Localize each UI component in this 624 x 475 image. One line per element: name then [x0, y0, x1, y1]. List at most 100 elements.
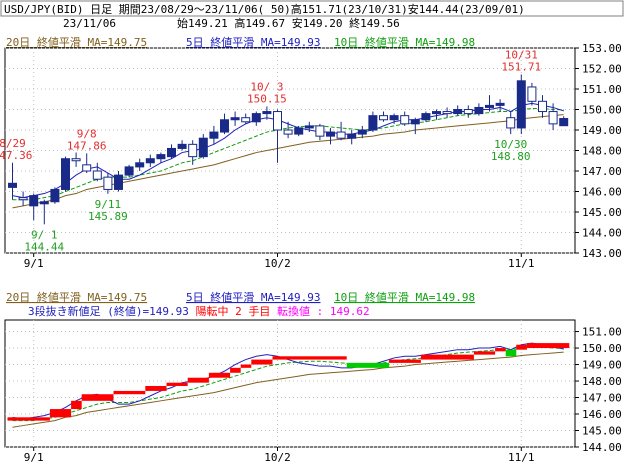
x-tick-label: 9/1: [24, 451, 44, 464]
brick-up: [420, 354, 474, 360]
annotation-value: 151.71: [501, 60, 541, 73]
y-tick-label: 144.00: [582, 441, 622, 454]
y-tick-label: 145.00: [582, 206, 622, 219]
annotation-date: 10/31: [505, 48, 538, 61]
legend-entry: 10日 終値平滑 MA=149.98: [334, 290, 475, 304]
candle-up: [177, 143, 187, 149]
candle-down: [538, 100, 547, 113]
annotation-date: 9/8: [77, 127, 97, 140]
candle-down: [92, 170, 102, 180]
candle-up: [495, 102, 505, 106]
annotation-date: 10/ 3: [250, 80, 283, 93]
legend-entry: 5日 終値平滑 MA=149.93: [186, 35, 320, 49]
candle-down: [442, 111, 452, 115]
bottom-x-axis: 9/1 10/2 11/1: [24, 447, 535, 464]
y-tick-label: 149.00: [582, 359, 622, 372]
legend-entry: 20日 終値平滑 MA=149.75: [6, 35, 147, 49]
three-line-break-subtitle: 3段抜き新値足 (終値)=149.93 陽転中 2 手目 転換値 : 149.6…: [28, 304, 370, 318]
y-tick-label: 146.00: [582, 408, 622, 421]
brick-up: [145, 385, 167, 391]
brick-up: [473, 351, 496, 355]
candle-up: [368, 115, 378, 131]
bottom-legend: 20日 終値平滑 MA=149.75 5日 終値平滑 MA=149.93 10日 終…: [6, 290, 475, 304]
brick-up: [240, 364, 252, 368]
bottom-y-axis: 151.00 150.00 149.00 148.00 147.00 146.00 145.…: [575, 326, 622, 454]
header-ohlc: 始149.21 高149.67 安149.20 終149.56: [177, 16, 400, 30]
candle-up: [347, 133, 357, 139]
brick-up: [113, 390, 146, 395]
x-tick-label: 9/1: [24, 257, 44, 270]
brick-up: [526, 343, 570, 349]
candle-up: [114, 174, 123, 190]
brick-down: [505, 349, 517, 357]
candle-down: [71, 158, 81, 162]
annotation-date: 8/29: [0, 137, 26, 150]
brick-up: [208, 372, 231, 378]
legend-entry: 20日 終値平滑 MA=149.75: [6, 290, 147, 304]
candle-up: [421, 113, 431, 121]
y-tick-label: 148.00: [582, 145, 622, 158]
candle-up: [39, 201, 49, 205]
brick-up: [251, 359, 273, 365]
y-tick-label: 149.00: [582, 124, 622, 137]
candle-up: [294, 127, 304, 135]
candle-up: [326, 131, 335, 137]
y-tick-label: 151.00: [582, 326, 622, 339]
legend-entry: 10日 終値平滑 MA=149.98: [334, 35, 475, 49]
brick-up: [389, 359, 421, 363]
y-tick-label: 150.00: [582, 342, 622, 355]
candle-down: [336, 131, 346, 139]
subtitle-part: 3段抜き新値足 (終値)=149.93: [28, 304, 195, 318]
candle-up: [262, 111, 272, 115]
candle-up: [357, 129, 367, 135]
header-bar: [0, 0, 624, 17]
brick-up: [187, 377, 209, 383]
candle-down: [188, 143, 198, 158]
subtitle-part: 2 手目: [228, 304, 277, 318]
candle-down: [241, 117, 251, 123]
candle-up: [167, 147, 176, 158]
candle-up: [474, 106, 484, 115]
candle-down: [18, 197, 28, 201]
brick-up: [230, 367, 241, 373]
candle-up: [230, 117, 240, 121]
y-tick-label: 152.00: [582, 63, 622, 76]
candle-up: [559, 118, 569, 127]
brick-up: [272, 356, 347, 360]
annotation-date: 9/11: [95, 198, 122, 211]
candle-down: [283, 129, 293, 135]
brick-up: [81, 394, 114, 401]
y-tick-label: 147.00: [582, 392, 622, 405]
candle-up: [61, 158, 70, 190]
header-date: 23/11/06: [63, 17, 116, 30]
candle-up: [145, 158, 155, 164]
brick-down: [346, 362, 390, 368]
candle-down: [103, 176, 113, 190]
annotation-value: 145.89: [88, 210, 128, 223]
candle-down: [400, 115, 410, 125]
candle-down: [548, 111, 558, 125]
brick-up: [166, 382, 188, 386]
candle-down: [315, 125, 325, 137]
y-tick-label: 147.00: [582, 165, 622, 178]
candle-up: [124, 166, 134, 176]
ma20-line: [12, 351, 564, 428]
brick-up: [7, 417, 50, 421]
candle-up: [156, 154, 166, 160]
x-tick-label: 11/1: [508, 451, 535, 464]
candle-up: [304, 125, 314, 129]
y-tick-label: 153.00: [582, 42, 622, 55]
candle-up: [198, 137, 208, 158]
ma10-line: [12, 346, 564, 422]
candle-up: [50, 188, 60, 203]
y-tick-label: 146.00: [582, 186, 622, 199]
annotation-value: 147.86: [67, 139, 107, 152]
legend-entry: 5日 終値平滑 MA=149.93: [186, 290, 320, 304]
annotation-date: 10/30: [494, 138, 527, 151]
y-tick-label: 148.00: [582, 375, 622, 388]
top-y-axis: 153.00 152.00 151.00 150.00 149.00 148.00 147.…: [575, 42, 622, 260]
top-candles: [8, 74, 569, 225]
annotation-value: 150.15: [247, 92, 287, 105]
